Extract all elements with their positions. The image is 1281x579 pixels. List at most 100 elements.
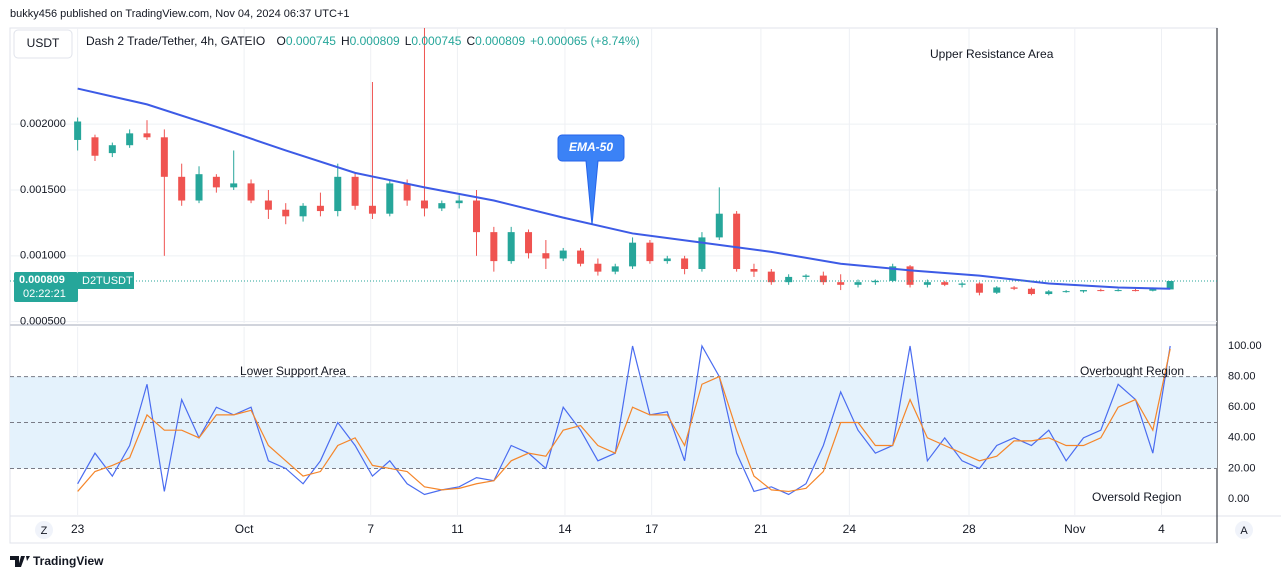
x-tick-label: 21	[754, 522, 768, 536]
button[interactable]	[1235, 521, 1253, 539]
brand: TradingView	[10, 554, 104, 568]
symbol-title: Dash 2 Trade/Tether, 4h, GATEIO	[86, 34, 265, 48]
candle-body	[975, 283, 983, 293]
symbol-legend: Dash 2 Trade/Tether, 4h, GATEIO O0.00074…	[86, 34, 640, 48]
candle-body	[923, 282, 931, 285]
brand-name: TradingView	[33, 554, 104, 568]
y-tick-label: 0.001500	[20, 184, 66, 196]
candle-body	[871, 280, 879, 283]
oscillator-band	[10, 376, 1217, 469]
ohlc-value: 0.000745	[411, 34, 461, 48]
price-label: 0.000809	[19, 274, 65, 286]
x-tick-label: 14	[558, 522, 572, 536]
candle-body	[819, 275, 827, 283]
candle-body	[91, 137, 99, 156]
x-tick-label: 24	[843, 522, 857, 536]
symbol-label-box	[78, 271, 134, 289]
ema-line	[77, 87, 1171, 290]
button[interactable]	[35, 521, 53, 539]
annotation: Lower Support Area	[240, 364, 346, 378]
candle-body	[386, 183, 394, 214]
ohlc-key: H	[341, 34, 350, 48]
candle-body	[958, 283, 966, 285]
x-tick-label: 7	[367, 522, 374, 536]
candle-body	[750, 269, 758, 272]
candle-body	[1045, 291, 1053, 295]
x-tick-label: 4	[1158, 522, 1165, 536]
candle-body	[1027, 288, 1035, 295]
ohlc-value: 0.000809	[350, 34, 400, 48]
candle-body	[212, 176, 220, 188]
candle-body	[594, 263, 602, 272]
candle-body	[1166, 280, 1174, 290]
candle-body	[1062, 291, 1070, 293]
candle-body	[282, 209, 290, 217]
candle-body	[316, 205, 324, 212]
candle-body	[577, 250, 585, 264]
annotation: Overbought Region	[1080, 364, 1184, 378]
candle-body	[941, 282, 949, 285]
ohlc-value: 0.000745	[286, 34, 336, 48]
candle-body	[802, 275, 810, 277]
candle-body	[559, 250, 567, 259]
x-tick-label: 23	[71, 522, 85, 536]
candle-body	[646, 242, 654, 262]
candle-body	[767, 271, 775, 283]
ohlc-key: L	[405, 34, 412, 48]
candle-body	[733, 213, 741, 270]
candle-body	[906, 266, 914, 285]
candle-body	[74, 121, 82, 140]
x-tick-label: 17	[645, 522, 659, 536]
candle-body	[542, 253, 550, 259]
candle-body	[455, 200, 463, 204]
y-tick-label: 0.00	[1228, 493, 1249, 505]
candle-body	[160, 137, 168, 177]
currency-label[interactable]: USDT	[27, 36, 60, 50]
annotation: Oversold Region	[1092, 490, 1181, 504]
candle-body	[126, 133, 134, 146]
y-tick-label: 100.00	[1228, 340, 1262, 352]
candle-body	[334, 176, 342, 212]
candle-body	[629, 242, 637, 267]
y-tick-label: 20.00	[1228, 462, 1256, 474]
y-tick-label: 0.002000	[20, 118, 66, 130]
y-tick-label: 40.00	[1228, 432, 1256, 444]
candle-body	[507, 232, 515, 262]
ohlc-key: C	[466, 34, 475, 48]
oscillator-line	[77, 344, 1171, 496]
candle-body	[698, 237, 706, 270]
candle-body	[143, 133, 151, 138]
currency-button[interactable]	[13, 29, 73, 59]
candle-body	[681, 258, 689, 270]
marks	[10, 28, 1217, 496]
ohlc-value: 0.000809	[475, 34, 525, 48]
callout-shape	[557, 134, 625, 226]
y-tick-label: 60.00	[1228, 401, 1256, 413]
candle-body	[230, 183, 238, 188]
candle-body	[420, 200, 428, 209]
ema-callout: EMA-50	[557, 134, 625, 226]
annotation: Upper Resistance Area	[930, 47, 1054, 61]
candle-body	[1010, 287, 1018, 289]
button-label[interactable]: Z	[41, 525, 48, 537]
candle-body	[1079, 290, 1087, 292]
countdown: 02:22:21	[23, 288, 66, 300]
candle-body	[715, 213, 723, 238]
candle-body	[663, 258, 671, 262]
candle-body	[368, 205, 376, 214]
candle-body	[1131, 290, 1139, 292]
x-tick-label: Nov	[1064, 522, 1085, 536]
button-label[interactable]: A	[1240, 525, 1248, 537]
candle-body	[785, 276, 793, 283]
brand-logo	[10, 556, 30, 567]
candle-body	[178, 176, 186, 201]
candle-body	[611, 266, 619, 272]
candle-body	[1097, 290, 1105, 292]
candle-body	[472, 200, 480, 233]
x-tick-label: Oct	[235, 522, 254, 536]
candle-body	[247, 183, 255, 201]
symbol-label: D2TUSDT	[82, 275, 133, 287]
change: +0.000065 (+8.74%)	[530, 34, 639, 48]
candle-body	[195, 174, 203, 201]
